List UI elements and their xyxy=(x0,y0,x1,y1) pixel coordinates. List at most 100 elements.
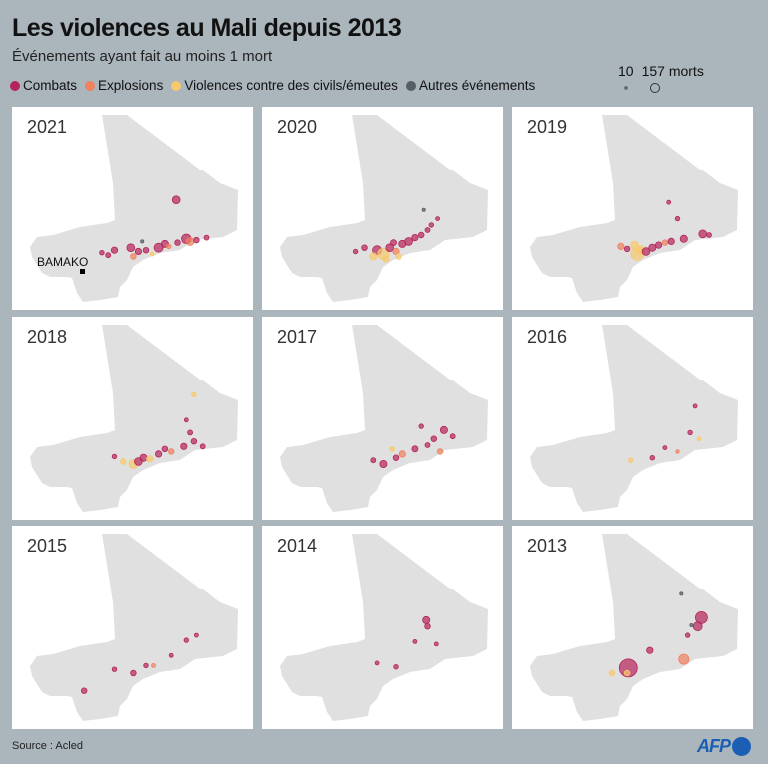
event-point xyxy=(374,660,380,666)
event-point xyxy=(190,437,198,445)
event-point xyxy=(692,403,698,409)
size-min-label: 10 xyxy=(618,63,634,79)
event-point xyxy=(111,453,118,460)
event-point xyxy=(183,637,189,643)
event-point xyxy=(679,591,684,596)
source-note: Source : Acled xyxy=(12,740,83,752)
event-point xyxy=(120,458,127,465)
legend-dot-icon xyxy=(405,80,416,91)
event-point xyxy=(706,232,712,238)
event-point xyxy=(430,435,437,442)
map-panel-2017: 2017 xyxy=(262,317,503,520)
event-point xyxy=(698,229,708,239)
event-point xyxy=(165,243,172,250)
event-point xyxy=(449,433,456,440)
size-legend: 10 157 morts xyxy=(618,63,704,93)
event-point xyxy=(655,241,663,249)
year-label: 2017 xyxy=(277,327,318,347)
event-point xyxy=(130,669,137,677)
legend-item-autres: Autres événements xyxy=(405,78,536,93)
event-point xyxy=(167,448,175,455)
map-panel-2019: 2019 xyxy=(512,107,753,310)
map-panel-2015: 2015 xyxy=(12,526,253,729)
event-point xyxy=(153,242,164,253)
city-marker-icon xyxy=(80,268,86,274)
year-label: 2013 xyxy=(527,536,568,556)
event-point xyxy=(185,237,195,246)
event-point xyxy=(134,247,143,256)
mali-map xyxy=(530,115,738,302)
mali-map xyxy=(280,325,488,512)
event-point xyxy=(675,449,680,454)
event-point xyxy=(679,234,688,243)
event-point xyxy=(687,429,693,436)
event-point xyxy=(618,658,638,678)
size-max-label: 157 morts xyxy=(641,63,704,79)
event-point xyxy=(630,240,639,250)
event-point xyxy=(361,244,368,251)
size-min-circle xyxy=(624,86,628,90)
event-point xyxy=(395,253,402,260)
city-label-bamako: BAMAKO xyxy=(37,255,89,269)
event-point xyxy=(617,242,625,250)
afp-logo-text: AFP xyxy=(697,736,731,756)
event-point xyxy=(80,687,88,694)
mali-map xyxy=(30,115,238,302)
page-subtitle: Événements ayant fait au moins 1 mort xyxy=(12,48,273,65)
event-point xyxy=(187,429,194,436)
event-point xyxy=(623,245,631,253)
legend-item-combats: Combats xyxy=(10,78,77,93)
event-point xyxy=(421,207,426,212)
event-point xyxy=(392,454,400,461)
event-point xyxy=(648,243,657,252)
map-panel-2013: 2013 xyxy=(512,526,753,729)
legend-label: Explosions xyxy=(98,78,164,93)
event-point xyxy=(696,436,702,442)
event-point xyxy=(661,239,669,246)
afp-logo: AFP xyxy=(697,736,751,757)
event-point xyxy=(398,450,406,458)
page-title: Les violences au Mali depuis 2013 xyxy=(12,14,402,42)
event-point xyxy=(379,459,388,468)
mali-shape xyxy=(30,534,238,721)
event-point xyxy=(667,237,675,245)
event-point xyxy=(130,253,137,260)
event-point xyxy=(352,248,359,255)
event-point xyxy=(199,443,206,450)
mali-map xyxy=(280,115,488,302)
event-point xyxy=(203,234,210,241)
legend-label: Violences contre des civils/émeutes xyxy=(184,78,398,93)
year-label: 2016 xyxy=(527,327,568,347)
legend-item-explosions: Explosions xyxy=(85,78,163,93)
event-point xyxy=(389,446,395,452)
event-point xyxy=(417,231,425,239)
event-point xyxy=(382,255,390,263)
mali-map xyxy=(530,534,738,721)
legend-item-violences: Violences contre des civils/émeutes xyxy=(171,78,398,93)
event-point xyxy=(161,445,169,452)
map-panel-2018: 2018 xyxy=(12,317,253,520)
event-point xyxy=(424,442,431,448)
event-point xyxy=(678,653,690,665)
map-panel-2014: 2014 xyxy=(262,526,503,729)
map-panel-2016: 2016 xyxy=(512,317,753,520)
event-point xyxy=(180,442,188,450)
size-max-circle xyxy=(650,83,660,93)
event-point xyxy=(428,222,434,228)
year-label: 2021 xyxy=(27,117,68,137)
afp-logo-circle-icon xyxy=(732,737,751,756)
event-point xyxy=(369,252,378,261)
year-label: 2015 xyxy=(27,536,68,556)
event-point xyxy=(628,457,634,463)
event-point xyxy=(666,199,672,205)
event-point xyxy=(183,417,189,423)
event-point xyxy=(151,662,156,668)
event-point xyxy=(623,669,631,677)
event-point xyxy=(433,641,439,647)
mali-shape xyxy=(30,115,238,302)
event-point xyxy=(149,251,155,257)
map-panel-2021: 2021 BAMAKO xyxy=(12,107,253,310)
event-point xyxy=(99,249,105,256)
legend-label: Autres événements xyxy=(418,78,536,93)
event-point xyxy=(608,669,616,677)
